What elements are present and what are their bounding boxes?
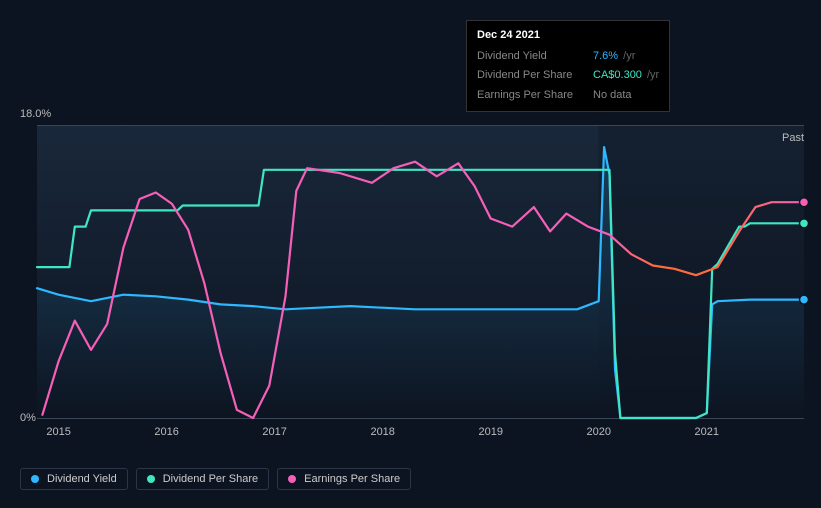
x-axis-label: 2020 [586,426,610,438]
legend-item[interactable]: Earnings Per Share [277,468,411,490]
x-axis-label: 2016 [154,426,178,438]
legend-item[interactable]: Dividend Per Share [136,468,269,490]
x-axis-label: 2019 [478,426,502,438]
tooltip-table: Dividend Yield7.6% /yrDividend Per Share… [477,47,659,106]
y-axis-label: 0% [20,412,36,424]
chart-legend: Dividend Yield Dividend Per Share Earnings… [20,468,411,490]
legend-label: Dividend Yield [47,473,117,485]
tooltip-row-value: CA$0.300 /yr [593,66,659,86]
x-axis-label: 2018 [370,426,394,438]
legend-item[interactable]: Dividend Yield [20,468,128,490]
legend-dot-icon [147,475,155,483]
x-axis-label: 2021 [695,426,719,438]
legend-label: Earnings Per Share [304,473,400,485]
tooltip-date: Dec 24 2021 [477,27,659,45]
y-axis-label: 18.0% [20,108,51,120]
tooltip-row-label: Dividend Per Share [477,66,593,86]
tooltip-row: Dividend Yield7.6% /yr [477,47,659,67]
tooltip-row-value: No data [593,86,659,106]
tooltip-row: Earnings Per ShareNo data [477,86,659,106]
past-label: Past [782,132,804,144]
tooltip-row: Dividend Per ShareCA$0.300 /yr [477,66,659,86]
x-axis-label: 2017 [262,426,286,438]
tooltip-row-value: 7.6% /yr [593,47,659,67]
legend-dot-icon [31,475,39,483]
x-axis-label: 2015 [46,426,70,438]
legend-dot-icon [288,475,296,483]
tooltip-row-label: Earnings Per Share [477,86,593,106]
tooltip-row-label: Dividend Yield [477,47,593,67]
legend-label: Dividend Per Share [163,473,258,485]
chart-tooltip: Dec 24 2021 Dividend Yield7.6% /yrDivide… [466,20,670,112]
